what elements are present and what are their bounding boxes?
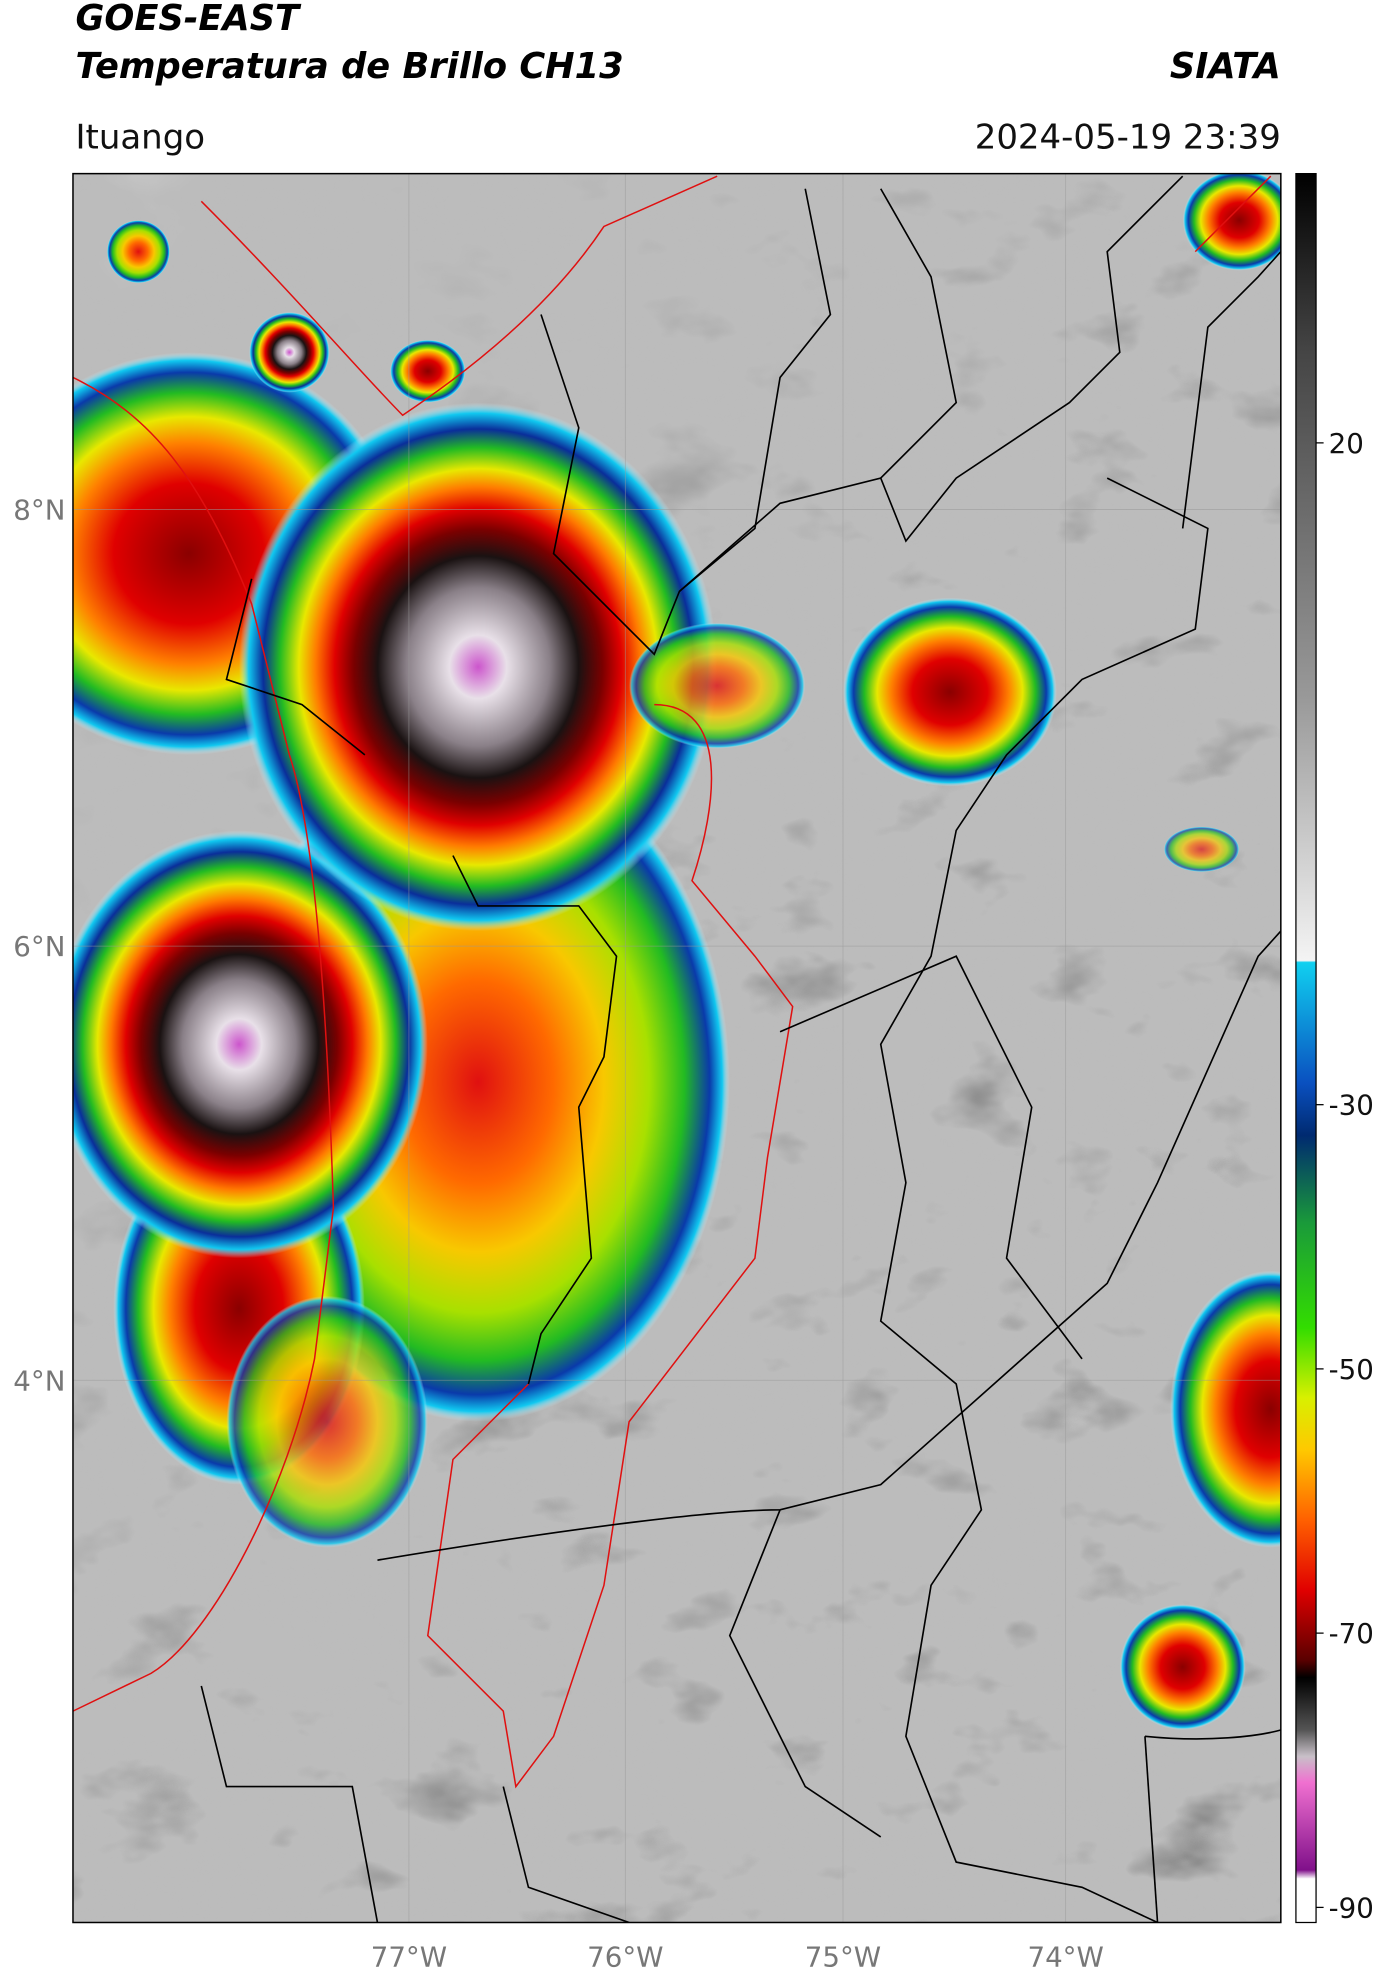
lon-label: 75°W [805, 1941, 881, 1974]
lat-label: 8°N [13, 494, 65, 527]
river-lines [72, 175, 1272, 1789]
lat-label: 6°N [13, 930, 65, 963]
colorbar-label: -50 [1329, 1353, 1374, 1386]
lon-label: 77°W [371, 1941, 447, 1974]
labels: 8°N 6°N 4°N 77°W 76°W 75°W 74°W 20 -30 -50 -70 -90 [13, 427, 1374, 1974]
location: Ituango [75, 117, 205, 157]
colorbar-label: -70 [1329, 1617, 1374, 1650]
subtitle: Temperatura de Brillo CH13 [75, 46, 623, 87]
map-frame [72, 172, 1282, 1924]
colorbar-label: 20 [1329, 427, 1364, 460]
colorbar [1295, 172, 1317, 1924]
satellite-image [72, 173, 1281, 1923]
colorbar-label: -90 [1329, 1891, 1374, 1924]
colorbar-label: -30 [1329, 1089, 1374, 1122]
title: GOES-EAST [75, 0, 302, 39]
lon-label: 74°W [1027, 1941, 1103, 1974]
lat-label: 4°N [13, 1364, 65, 1397]
border-lines [200, 175, 1281, 1923]
grid-lines [72, 173, 1281, 1923]
source: SIATA [1170, 46, 1281, 87]
timestamp: 2024-05-19 23:39 [975, 117, 1281, 157]
lon-label: 76°W [587, 1941, 663, 1974]
